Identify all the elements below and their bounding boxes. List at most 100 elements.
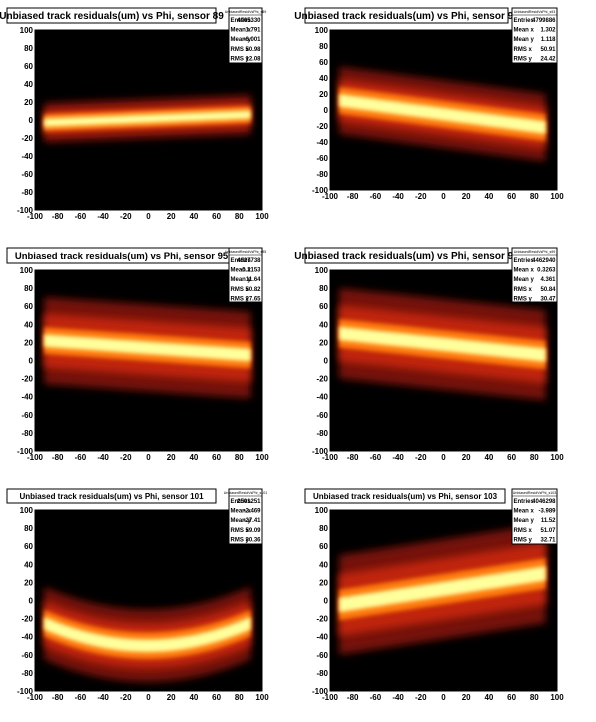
y-tick-label: 60 xyxy=(319,542,328,551)
y-tick-label: 80 xyxy=(319,284,328,293)
x-tick-label: 80 xyxy=(530,192,539,201)
x-tick-label: 80 xyxy=(235,453,244,462)
y-tick-label: -60 xyxy=(21,170,33,179)
x-tick-label: 80 xyxy=(235,693,244,702)
y-tick-label: 0 xyxy=(29,357,34,366)
y-tick-label: -60 xyxy=(316,154,328,163)
y-tick-label: 0 xyxy=(29,597,34,606)
x-tick-label: -100 xyxy=(322,693,339,702)
stats-label: Mean y xyxy=(231,277,252,283)
stats-label: RMS y xyxy=(231,296,250,302)
title-box xyxy=(304,7,509,24)
x-tick-label: 0 xyxy=(441,192,446,201)
stats-value: -2.469 xyxy=(243,509,261,515)
stats-label: RMS y xyxy=(514,537,533,543)
stats-value: 12.08 xyxy=(245,56,261,62)
stats-value: -3.989 xyxy=(538,509,556,515)
stats-value: -27.41 xyxy=(243,518,261,524)
y-tick-label: 100 xyxy=(20,26,34,35)
x-tick-label: -20 xyxy=(120,453,132,462)
stats-label: Entries xyxy=(231,258,252,264)
x-tick-label: -20 xyxy=(415,192,427,201)
x-tick-label: 40 xyxy=(189,453,198,462)
x-tick-label: 40 xyxy=(484,453,493,462)
stats-label: Mean x xyxy=(231,28,252,34)
y-tick-label: -60 xyxy=(21,651,33,660)
x-tick-label: -100 xyxy=(322,192,339,201)
x-tick-label: 20 xyxy=(462,453,471,462)
x-tick-label: 60 xyxy=(507,693,516,702)
x-tick-label: -60 xyxy=(370,192,382,201)
stats-label: Entries xyxy=(514,499,535,505)
y-tick-label: 40 xyxy=(319,560,328,569)
y-tick-label: 0 xyxy=(324,597,329,606)
density-core xyxy=(44,616,251,653)
y-tick-label: -100 xyxy=(312,447,329,456)
y-tick-label: -100 xyxy=(17,206,34,215)
x-tick-label: 40 xyxy=(484,192,493,201)
stats-name: UnbiasedResidVsPhi_s89 xyxy=(225,10,267,14)
x-tick-label: -80 xyxy=(52,693,64,702)
y-tick-label: 40 xyxy=(24,80,33,89)
x-tick-label: -80 xyxy=(347,693,359,702)
y-tick-label: 20 xyxy=(24,98,33,107)
stats-label: Mean y xyxy=(514,37,535,43)
x-tick-label: -60 xyxy=(370,693,382,702)
x-tick-label: -40 xyxy=(392,192,404,201)
stats-label: Mean x xyxy=(231,268,252,274)
stats-label: RMS x xyxy=(514,47,533,53)
stats-value: 27.65 xyxy=(245,296,261,302)
y-tick-label: -20 xyxy=(316,615,328,624)
stats-name: UnbiasedResidVsPhi_s103 xyxy=(513,491,557,495)
stats-value: 50.91 xyxy=(540,47,556,53)
stats-value: 4046298 xyxy=(532,499,556,505)
x-tick-label: 100 xyxy=(550,453,564,462)
stats-label: Mean x xyxy=(514,28,535,34)
density-core xyxy=(339,566,546,613)
histogram-panel: -100 -80 -60 -40 -20 0 20 40 60 80 100 -100 -80 -60 -4… xyxy=(294,247,564,462)
y-tick-label: 80 xyxy=(24,44,33,53)
title-box xyxy=(304,247,509,264)
stats-label: RMS x xyxy=(231,47,250,53)
x-tick-label: 100 xyxy=(255,693,269,702)
stats-label: RMS x xyxy=(231,287,250,293)
y-tick-label: 0 xyxy=(324,357,329,366)
x-tick-label: -40 xyxy=(97,693,109,702)
x-tick-label: 100 xyxy=(550,192,564,201)
x-tick-label: -60 xyxy=(75,212,87,221)
histogram-panel: -100 -80 -60 -40 -20 0 20 40 60 80 100 -100 -80 -60 -4… xyxy=(0,7,269,221)
stats-label: RMS y xyxy=(514,56,533,62)
x-tick-label: -20 xyxy=(415,693,427,702)
density-core xyxy=(339,94,546,134)
x-tick-label: -40 xyxy=(97,212,109,221)
stats-value: 11.52 xyxy=(541,518,556,524)
stats-box xyxy=(228,247,263,303)
stats-label: Entries xyxy=(514,18,535,24)
x-tick-label: 40 xyxy=(189,693,198,702)
x-tick-label: 60 xyxy=(507,192,516,201)
y-tick-label: 80 xyxy=(24,524,33,533)
density-band xyxy=(339,523,546,655)
x-tick-label: -40 xyxy=(392,693,404,702)
y-tick-label: -20 xyxy=(21,134,33,143)
x-tick-label: -100 xyxy=(27,212,44,221)
stats-name: UnbiasedResidVsPhi_s95 xyxy=(225,250,267,254)
y-tick-label: 60 xyxy=(24,62,33,71)
stats-label: RMS x xyxy=(514,528,533,534)
y-tick-label: 40 xyxy=(24,560,33,569)
histogram-panel: -100 -80 -60 -40 -20 0 20 40 60 80 100 -100 -80 -60 -4… xyxy=(304,488,564,702)
x-tick-label: 60 xyxy=(212,212,221,221)
stats-label: Entries xyxy=(231,499,252,505)
y-tick-label: 100 xyxy=(20,506,34,515)
x-tick-label: -20 xyxy=(415,453,427,462)
y-tick-label: -80 xyxy=(316,669,328,678)
y-tick-label: -40 xyxy=(316,633,328,642)
x-tick-label: -60 xyxy=(370,453,382,462)
y-tick-label: 0 xyxy=(324,106,329,115)
x-tick-label: 40 xyxy=(484,693,493,702)
stats-label: Entries xyxy=(231,18,252,24)
stats-value: 1.118 xyxy=(541,37,556,43)
histogram-panel: -100 -80 -60 -40 -20 0 20 40 60 80 100 -100 -80 -60 -4… xyxy=(6,488,269,702)
stats-value: 1.791 xyxy=(245,28,261,34)
stats-value: 51.07 xyxy=(540,528,556,534)
